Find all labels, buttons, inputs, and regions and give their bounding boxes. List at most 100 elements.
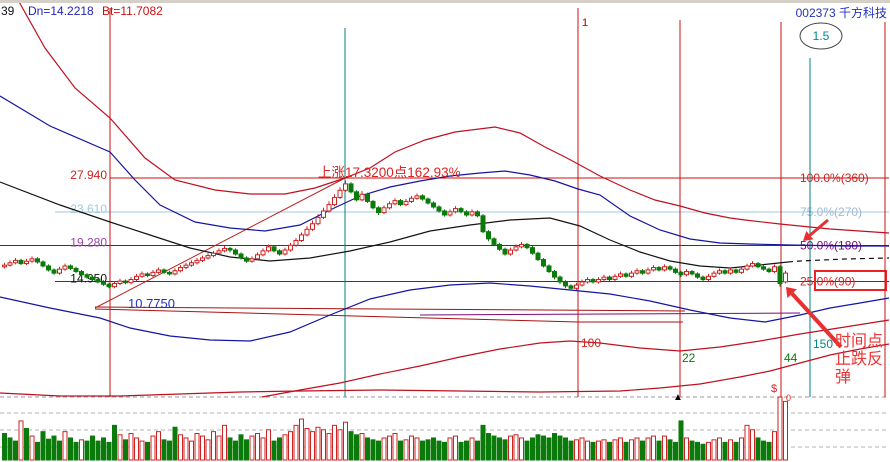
- candle-body: [51, 269, 57, 274]
- candle-body: [376, 207, 381, 214]
- candle-body: [519, 243, 524, 248]
- candle-body: [172, 270, 178, 275]
- volume-bar: [392, 433, 398, 461]
- candle-body: [288, 244, 293, 251]
- volume-bar: [117, 434, 123, 461]
- volume-bar: [689, 440, 695, 461]
- candle-body: [629, 272, 634, 277]
- candle-body: [304, 228, 310, 236]
- volume-bar: [123, 439, 128, 461]
- volume-bar: [46, 438, 51, 461]
- candle-body: [255, 254, 260, 260]
- volume-bar: [409, 435, 414, 461]
- volume-bar: [453, 435, 458, 461]
- header-left-partial: 39: [1, 4, 15, 18]
- candle-body: [398, 200, 403, 206]
- volume-bar: [508, 435, 513, 461]
- volume-bar: [7, 437, 13, 461]
- volume-bar: [134, 437, 139, 461]
- volume-bar: [222, 424, 227, 461]
- volume-bar: [216, 435, 222, 461]
- volume-bar: [178, 434, 183, 461]
- candle-body: [73, 267, 79, 273]
- stock-code-name[interactable]: 002373 千方科技: [795, 6, 887, 20]
- triangle-marker: ▲: [673, 392, 683, 403]
- volume-bar: [585, 440, 590, 461]
- volume-bar: [464, 440, 469, 461]
- candle-body: [634, 270, 640, 274]
- volume-bar: [519, 437, 524, 461]
- vline-top-label: 1: [582, 17, 588, 29]
- volume-bar: [299, 418, 304, 461]
- volume-bar: [376, 440, 381, 461]
- zero-marker: 0: [786, 393, 791, 403]
- candle-body: [106, 283, 112, 288]
- volume-bar: [711, 439, 717, 461]
- highlight-box-25pct: [814, 270, 887, 291]
- volume-bar: [590, 441, 596, 461]
- candle-body: [568, 285, 574, 289]
- volume-bar: [238, 434, 244, 461]
- volume-bar: [706, 441, 711, 461]
- candle-body: [695, 273, 700, 278]
- candle-body: [497, 243, 502, 250]
- volume-bar: [634, 437, 640, 461]
- volume-bar: [629, 439, 634, 461]
- candle-body: [365, 193, 370, 202]
- volume-bar: [766, 441, 772, 461]
- volume-bar: [40, 431, 46, 461]
- volume-bar: [51, 435, 57, 461]
- candle-body: [392, 200, 398, 205]
- candle-body: [211, 252, 216, 257]
- volume-bar: [348, 431, 354, 461]
- volume-bar: [145, 441, 150, 461]
- volume-bar: [150, 435, 156, 461]
- candle-body: [766, 268, 772, 273]
- candle-body: [2, 264, 7, 268]
- volume-bar: [189, 440, 194, 461]
- candle-body: [420, 195, 425, 200]
- volume-bar: [541, 435, 546, 461]
- volume-bar: [645, 437, 651, 461]
- upper-red-envelope: [17, 0, 890, 234]
- volume-bar: [387, 435, 392, 461]
- candle-body: [194, 259, 200, 264]
- candle-body: [403, 200, 409, 206]
- lower-blue-band: [0, 282, 890, 342]
- candle-body: [783, 272, 788, 283]
- volume-bar: [106, 441, 112, 461]
- candle-body: [370, 200, 376, 209]
- volume-bar: [167, 440, 172, 461]
- candle-body: [282, 249, 288, 255]
- upper-blue-band: [0, 95, 889, 247]
- candle-body: [442, 210, 447, 216]
- volume-bar: [183, 437, 189, 461]
- volume-bar: [722, 441, 728, 461]
- volume-bar: [128, 433, 134, 461]
- candle-body: [447, 211, 453, 216]
- candle-body: [722, 270, 728, 274]
- candle-body: [453, 208, 458, 213]
- count-label-22: 22: [682, 351, 696, 365]
- candle-body: [40, 261, 46, 267]
- volume-bar: [156, 431, 161, 461]
- volume-bar: [673, 441, 678, 461]
- volume-bar: [662, 435, 667, 461]
- price-level-label-low: 10.7750: [128, 296, 175, 311]
- candle-body: [678, 271, 684, 276]
- volume-bar: [431, 437, 436, 461]
- candle-body: [733, 269, 739, 273]
- volume-bar: [761, 440, 766, 461]
- candle-body: [480, 215, 486, 233]
- lower-red-envelope-inner: [261, 319, 890, 398]
- black-ma-projection: [787, 257, 890, 263]
- volume-bar: [304, 428, 310, 461]
- price-level-label: 19.280: [70, 236, 107, 250]
- candle-body: [321, 210, 326, 218]
- candle-body: [596, 279, 601, 283]
- volume-bar: [35, 441, 40, 461]
- candle-body: [744, 265, 750, 270]
- candle-body: [222, 247, 227, 252]
- volume-bar: [354, 434, 359, 461]
